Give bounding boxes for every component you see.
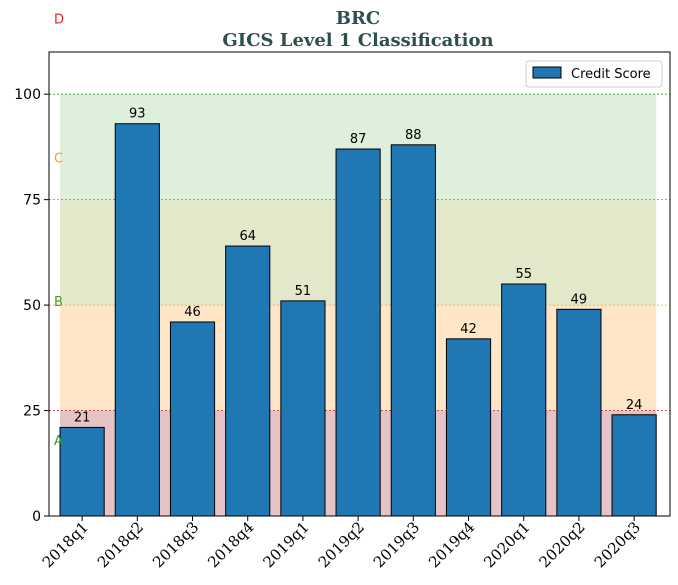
- legend-label: Credit Score: [571, 67, 651, 82]
- value-label-2018q1: 21: [74, 410, 91, 425]
- value-labels-group: 21 93 46 64 51 87 88 42 55 49 24: [74, 107, 643, 426]
- value-label-2019q1: 51: [295, 284, 312, 299]
- band-letter-c: C: [54, 151, 63, 166]
- bar-2020q1: [501, 283, 547, 517]
- y-tick-label: 50: [23, 298, 41, 314]
- x-tick-label: 2019q3: [370, 518, 423, 571]
- value-label-2020q2: 49: [571, 292, 588, 307]
- y-tick-label: 100: [14, 87, 41, 103]
- value-label-2018q4: 64: [239, 229, 256, 244]
- bar-2019q3: [390, 144, 436, 517]
- x-tick-label: 2020q2: [535, 518, 588, 571]
- x-tick-label: 2019q2: [315, 518, 368, 571]
- x-axis: 2018q1 2018q2 2018q3 2018q4 2019q1 2019q2 2019…: [39, 516, 644, 571]
- value-label-2019q4: 42: [460, 322, 477, 337]
- x-tick-label: 2020q1: [480, 518, 533, 571]
- band-letters-group: A B C D: [54, 12, 64, 449]
- legend: Credit Score: [525, 60, 663, 88]
- y-axis: 0 25 50 75 100: [14, 87, 49, 525]
- bar-2018q4: [225, 245, 271, 517]
- legend-swatch: [532, 66, 562, 79]
- x-tick-label: 2018q2: [94, 518, 147, 571]
- y-tick-label: 75: [23, 193, 41, 209]
- bar-2019q2: [335, 148, 381, 517]
- y-tick-label: 25: [23, 404, 41, 420]
- bar-2018q2: [114, 123, 160, 517]
- chart-title: BRC: [336, 8, 381, 29]
- value-label-2019q2: 87: [350, 132, 367, 147]
- value-label-2018q2: 93: [129, 107, 146, 122]
- plot-frame: [48, 51, 671, 517]
- value-label-2020q1: 55: [515, 267, 532, 282]
- x-tick-label: 2019q4: [425, 518, 478, 571]
- x-tick-label: 2018q4: [204, 518, 257, 571]
- y-tick-label: 0: [32, 509, 41, 525]
- x-tick-label: 2018q3: [149, 518, 202, 571]
- bar-2018q3: [169, 321, 216, 517]
- band-letter-d: D: [54, 12, 64, 27]
- bar-2018q1: [59, 426, 105, 517]
- chart-subtitle: GICS Level 1 Classification: [222, 30, 493, 51]
- x-tick-label: 2018q1: [39, 518, 92, 571]
- value-label-2018q3: 46: [184, 305, 201, 320]
- bar-2019q1: [280, 300, 326, 517]
- x-tick-label: 2020q3: [591, 518, 644, 571]
- band-letter-a: A: [54, 434, 63, 449]
- value-label-2019q3: 88: [405, 128, 422, 143]
- bar-2020q2: [556, 308, 602, 517]
- bars-group: [59, 123, 657, 517]
- bar-2020q3: [611, 414, 657, 517]
- band-letter-b: B: [54, 295, 63, 310]
- bar-2019q4: [445, 338, 492, 517]
- x-tick-label: 2019q1: [259, 518, 312, 571]
- value-label-2020q3: 24: [626, 398, 643, 413]
